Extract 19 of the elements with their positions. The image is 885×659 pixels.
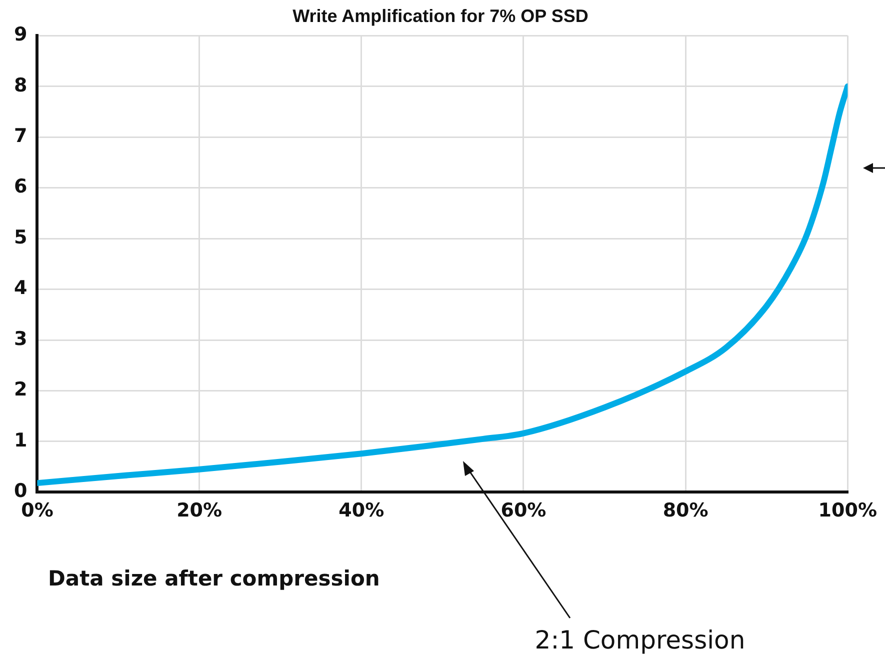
y-tick-label: 8 <box>14 74 28 96</box>
y-tick-label: 5 <box>14 226 28 248</box>
y-tick-label: 9 <box>14 24 28 46</box>
x-tick-label: 40% <box>338 500 384 522</box>
x-tick-label: 20% <box>176 500 222 522</box>
x-tick-label: 100% <box>818 500 878 522</box>
x-tick-label: 80% <box>662 500 708 522</box>
x-tick-label: 0% <box>21 500 54 522</box>
x-tick-label: 60% <box>500 500 546 522</box>
x-axis-title: Data size after compression <box>48 566 380 590</box>
text: 2:1 Compression <box>534 626 746 654</box>
chart-title: Write Amplification for 7% OP SSD <box>292 6 588 26</box>
y-tick-label: 6 <box>14 176 28 198</box>
y-tick-label: 0 <box>14 480 28 502</box>
y-tick-label: 2 <box>14 378 28 401</box>
y-tick-label: 1 <box>14 429 28 452</box>
y-tick-label: 7 <box>14 125 28 148</box>
y-tick-label: 4 <box>14 277 28 300</box>
y-tick-label: 3 <box>14 328 28 350</box>
